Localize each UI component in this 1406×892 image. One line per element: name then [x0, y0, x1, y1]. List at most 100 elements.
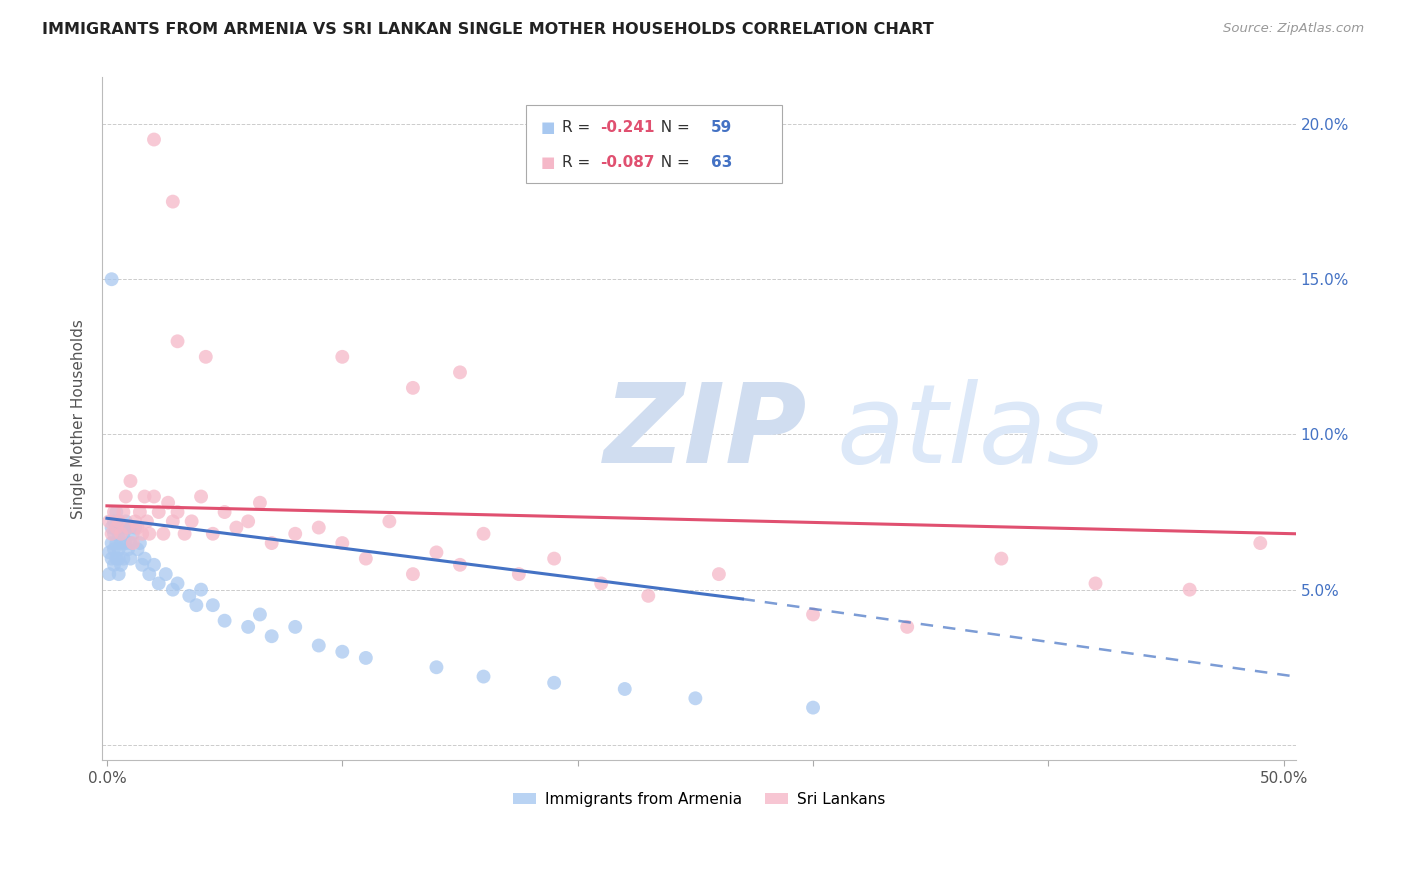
Point — [179, 589, 201, 603]
Point — [134, 490, 156, 504]
Point — [162, 514, 184, 528]
Point — [103, 514, 125, 528]
Point — [148, 505, 170, 519]
Text: atlas: atlas — [837, 379, 1105, 486]
Point — [100, 551, 122, 566]
Point — [330, 350, 353, 364]
Text: 59: 59 — [711, 120, 733, 135]
Point — [162, 194, 184, 209]
Point — [117, 542, 139, 557]
Point — [128, 536, 150, 550]
Point — [1178, 582, 1201, 597]
Point — [120, 474, 142, 488]
Point — [114, 490, 136, 504]
Point — [100, 536, 122, 550]
Point — [449, 365, 471, 379]
Point — [105, 551, 128, 566]
Point — [801, 607, 824, 622]
Point — [591, 576, 613, 591]
Point — [143, 132, 166, 146]
Point — [378, 514, 401, 528]
Point — [330, 645, 353, 659]
Point — [801, 700, 824, 714]
Point — [166, 334, 188, 349]
Point — [117, 520, 139, 534]
Point — [214, 614, 236, 628]
Text: R =: R = — [561, 155, 595, 170]
Point — [148, 576, 170, 591]
Point — [990, 551, 1012, 566]
Point — [449, 558, 471, 572]
Point — [107, 526, 129, 541]
Point — [425, 660, 447, 674]
Point — [143, 490, 166, 504]
Point — [236, 514, 259, 528]
Point — [100, 272, 122, 286]
Point — [105, 520, 128, 534]
Point — [98, 567, 121, 582]
Point — [194, 350, 217, 364]
Point — [107, 542, 129, 557]
Point — [152, 526, 174, 541]
Y-axis label: Single Mother Households: Single Mother Households — [72, 319, 86, 519]
Text: ■: ■ — [540, 120, 554, 135]
Point — [128, 505, 150, 519]
Point — [896, 620, 918, 634]
Point — [1084, 576, 1107, 591]
Point — [105, 536, 128, 550]
Point — [201, 526, 224, 541]
Point — [249, 496, 271, 510]
Text: R =: R = — [561, 120, 595, 135]
Point — [236, 620, 259, 634]
Text: -0.241: -0.241 — [600, 120, 654, 135]
Point — [114, 514, 136, 528]
Text: IMMIGRANTS FROM ARMENIA VS SRI LANKAN SINGLE MOTHER HOUSEHOLDS CORRELATION CHART: IMMIGRANTS FROM ARMENIA VS SRI LANKAN SI… — [42, 22, 934, 37]
Point — [100, 520, 122, 534]
Point — [120, 536, 142, 550]
Point — [138, 526, 160, 541]
Point — [100, 526, 122, 541]
Point — [98, 545, 121, 559]
Text: N =: N = — [651, 120, 695, 135]
Point — [107, 514, 129, 528]
Point — [107, 551, 129, 566]
Text: 63: 63 — [711, 155, 733, 170]
Point — [121, 536, 143, 550]
Point — [105, 520, 128, 534]
Text: N =: N = — [651, 155, 695, 170]
Point — [143, 558, 166, 572]
Point — [131, 526, 153, 541]
Point — [127, 542, 149, 557]
Point — [308, 520, 330, 534]
Point — [124, 514, 146, 528]
Point — [308, 639, 330, 653]
Point — [186, 598, 208, 612]
Point — [166, 505, 188, 519]
Point — [103, 542, 125, 557]
Point — [103, 505, 125, 519]
Point — [103, 526, 125, 541]
Point — [131, 558, 153, 572]
Text: -0.087: -0.087 — [600, 155, 654, 170]
Point — [201, 598, 224, 612]
Point — [543, 551, 565, 566]
Point — [120, 551, 142, 566]
Point — [103, 558, 125, 572]
FancyBboxPatch shape — [526, 104, 782, 183]
Point — [190, 582, 212, 597]
Point — [124, 520, 146, 534]
Text: ZIP: ZIP — [603, 379, 807, 486]
Point — [127, 520, 149, 534]
Point — [225, 520, 247, 534]
Point — [402, 381, 425, 395]
Point — [180, 514, 202, 528]
Point — [284, 526, 307, 541]
Point — [136, 514, 159, 528]
Point — [107, 514, 129, 528]
Point — [613, 681, 636, 696]
Point — [138, 567, 160, 582]
Point — [98, 514, 121, 528]
Point — [472, 669, 495, 683]
Point — [190, 490, 212, 504]
Point — [354, 651, 377, 665]
